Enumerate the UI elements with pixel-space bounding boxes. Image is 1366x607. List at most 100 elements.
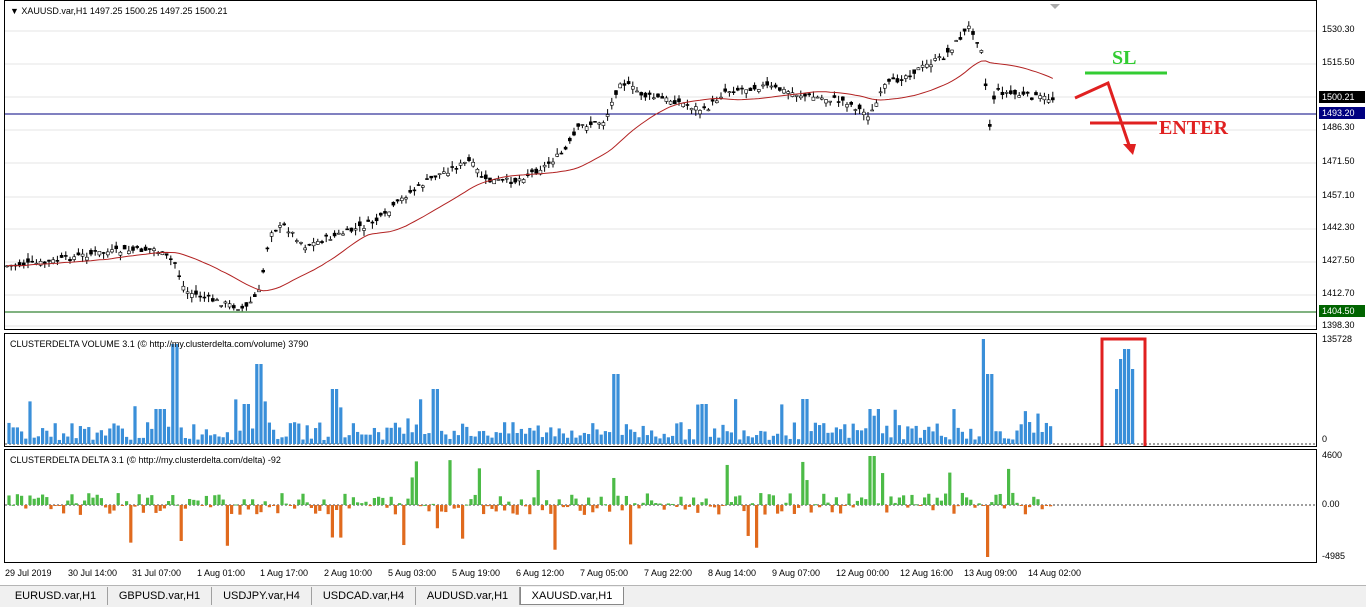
volume-bar	[280, 437, 284, 444]
volume-bar	[855, 430, 859, 444]
delta-bar	[251, 499, 255, 505]
delta-bar	[28, 495, 32, 505]
tab-audusd[interactable]: AUDUSD.var,H1	[416, 587, 520, 605]
tab-gbpusd[interactable]: GBPUSD.var,H1	[108, 587, 212, 605]
candle-body	[815, 96, 820, 99]
time-axis[interactable]: 29 Jul 2019 30 Jul 14:00 31 Jul 07:00 1 …	[4, 565, 1317, 583]
candle-body	[357, 221, 362, 227]
delta-bar	[167, 501, 171, 505]
delta-bar	[108, 505, 112, 514]
delta-bar	[822, 493, 826, 505]
volume-bar	[1127, 349, 1131, 444]
candle-body	[811, 96, 816, 101]
delta-bar	[599, 496, 603, 505]
volume-bar	[1028, 422, 1032, 444]
tab-usdjpy[interactable]: USDJPY.var,H4	[212, 587, 312, 605]
candle-body	[299, 242, 303, 244]
volume-bar	[666, 437, 670, 444]
delta-bar	[813, 504, 817, 506]
volume-bar	[973, 439, 977, 444]
candle-body	[513, 177, 518, 183]
tab-xauusd[interactable]: XAUUSD.var,H1	[520, 587, 624, 605]
volume-bar	[1002, 438, 1006, 444]
delta-bar	[637, 505, 641, 509]
time-axis-label: 1 Aug 01:00	[197, 568, 246, 578]
volume-bar	[1011, 439, 1015, 444]
volume-bar	[658, 438, 662, 444]
candle-body	[194, 290, 198, 295]
candle-body	[903, 75, 908, 79]
candle-body	[580, 124, 585, 126]
price-chart-panel[interactable]: ▼ XAUUSD.var,H1 1497.25 1500.25 1497.25 …	[4, 0, 1317, 330]
candle-body	[169, 258, 173, 261]
tab-eurusd[interactable]: EURUSD.var,H1	[4, 587, 108, 605]
delta-indicator-panel[interactable]: CLUSTERDELTA DELTA 3.1 (© http://my.clus…	[4, 449, 1317, 563]
delta-bar	[419, 505, 423, 507]
candle-body	[97, 251, 102, 256]
tab-usdcad[interactable]: USDCAD.var,H4	[312, 587, 416, 605]
candle-body	[882, 84, 887, 89]
candle-body	[265, 247, 270, 250]
delta-bar	[1002, 505, 1006, 509]
delta-bar	[234, 504, 238, 506]
candle-body	[643, 92, 648, 98]
volume-chart-canvas[interactable]	[5, 334, 1317, 447]
candle-body	[89, 250, 93, 255]
time-axis-label: 13 Aug 09:00	[964, 568, 1018, 578]
volume-bar	[910, 428, 914, 444]
volume-bar	[587, 434, 591, 444]
delta-bar	[885, 505, 889, 513]
volume-bar	[704, 404, 708, 444]
candle-body	[992, 95, 996, 100]
volume-bar	[36, 436, 40, 444]
delta-bar	[276, 505, 280, 514]
candle-body	[315, 241, 320, 245]
time-axis-label: 30 Jul 14:00	[68, 568, 118, 578]
volume-bar	[700, 404, 704, 444]
candle-body	[127, 250, 131, 254]
delta-chart-canvas[interactable]	[5, 450, 1317, 563]
volume-bar	[49, 436, 53, 444]
delta-bar	[209, 505, 213, 508]
candle-body	[748, 87, 753, 91]
candle-body	[416, 184, 421, 186]
volume-bar	[969, 428, 973, 444]
candle-body	[349, 227, 354, 232]
candle-body	[311, 242, 316, 247]
price-chart-canvas[interactable]	[5, 1, 1317, 330]
delta-bar	[658, 503, 662, 505]
candle-body	[236, 309, 240, 311]
candle-body	[148, 248, 152, 250]
candle-body	[912, 69, 917, 74]
delta-bar	[574, 498, 578, 505]
volume-bar	[1119, 359, 1123, 444]
candle-body	[870, 109, 875, 112]
delta-bar	[855, 500, 859, 505]
delta-bar	[175, 504, 179, 506]
candle-body	[30, 260, 35, 263]
delta-bar	[66, 500, 70, 505]
blue-level-tag: 1493.20	[1319, 107, 1365, 119]
candle-body	[458, 162, 463, 166]
volume-bar	[540, 437, 544, 444]
candle-body	[72, 256, 76, 260]
candle-body	[971, 31, 975, 35]
delta-bar	[284, 503, 288, 505]
delta-bar	[477, 468, 481, 505]
volume-bar	[1040, 431, 1044, 444]
volume-bar	[66, 436, 70, 444]
candle-body	[1042, 95, 1047, 101]
delta-bar	[675, 505, 679, 507]
candle-body	[559, 152, 564, 155]
volume-bar	[549, 427, 553, 444]
delta-bar	[729, 502, 733, 505]
volume-indicator-panel[interactable]: CLUSTERDELTA VOLUME 3.1 (© http://my.clu…	[4, 333, 1317, 447]
delta-bar	[881, 473, 885, 505]
volume-bar	[826, 432, 830, 444]
delta-bar	[742, 505, 746, 512]
price-axis[interactable]: 1530.30 1515.50 1500.21 1493.20 1486.30 …	[1317, 0, 1366, 606]
delta-bar	[225, 505, 229, 546]
candle-body	[761, 84, 765, 87]
delta-bar	[805, 480, 809, 505]
delta-bar	[591, 505, 595, 513]
